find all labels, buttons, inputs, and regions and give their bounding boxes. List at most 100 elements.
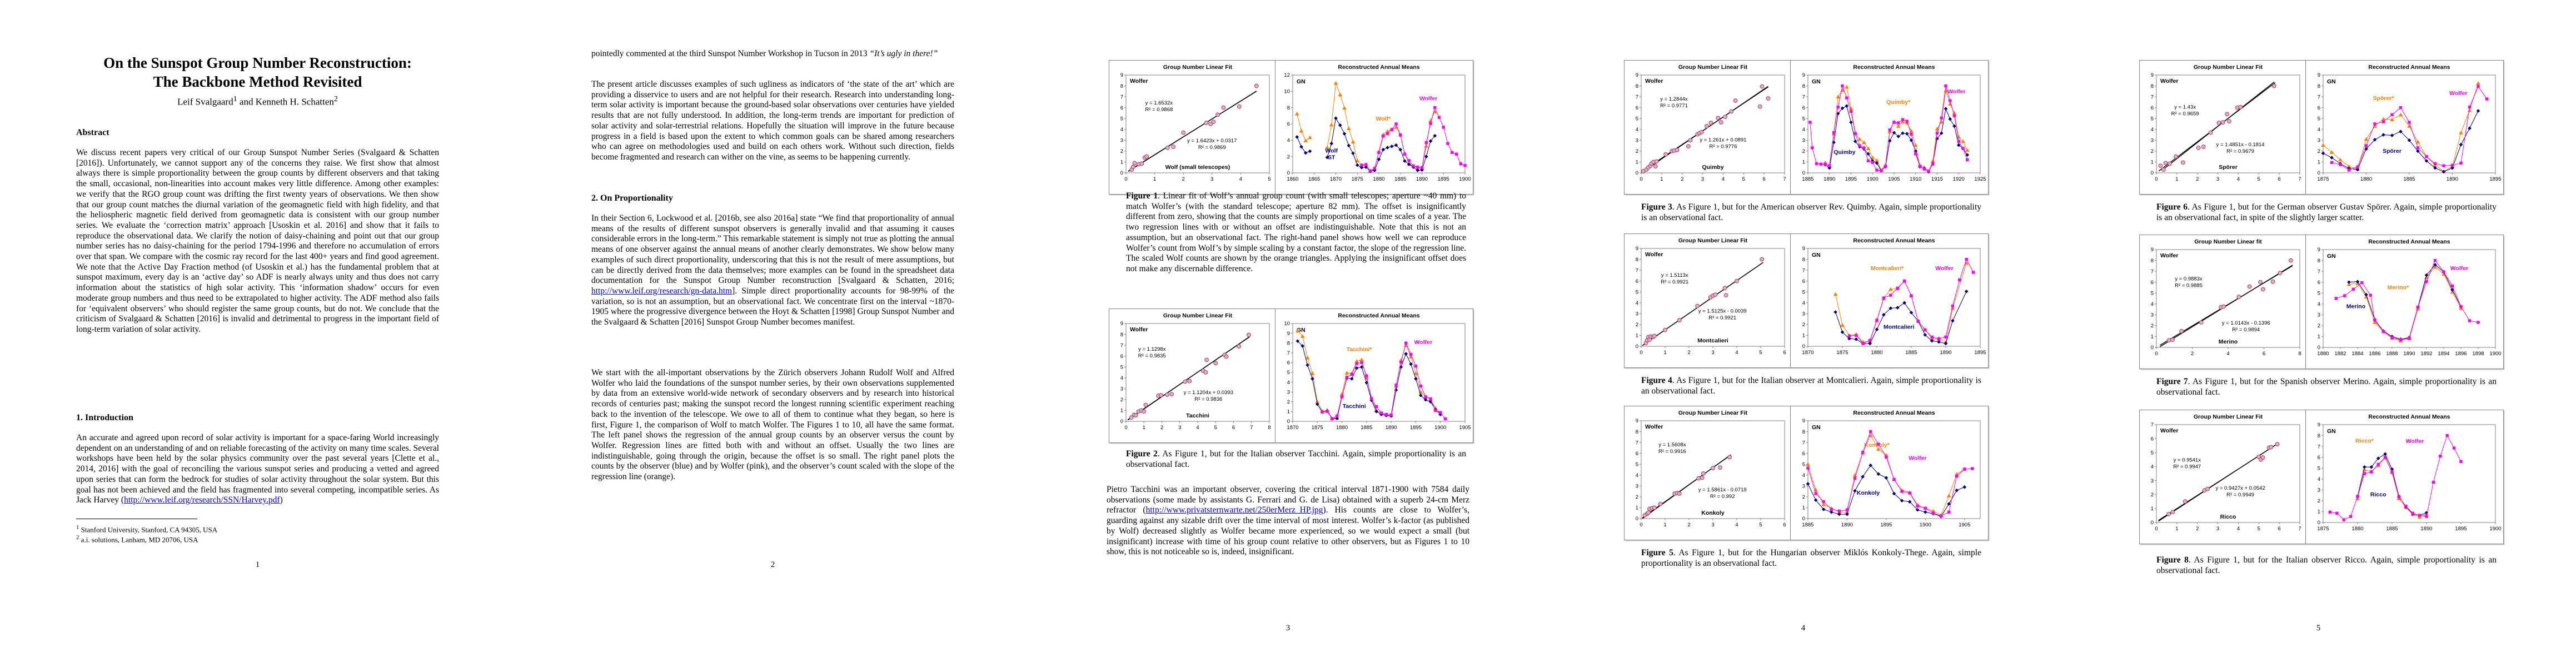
svg-text:10: 10 [1284,321,1290,327]
svg-text:Group Number Linear Fit: Group Number Linear Fit [1678,237,1748,244]
harvey-pdf-link[interactable]: http://www.leif.org/research/SSN/Harvey.… [124,495,280,505]
svg-text:R² = 0.9679: R² = 0.9679 [2226,148,2254,155]
svg-text:Group Number Linear Fit: Group Number Linear Fit [2194,64,2263,71]
svg-text:1: 1 [2175,176,2178,182]
svg-text:Reconstructed Annual Means: Reconstructed Annual Means [1853,237,1935,244]
svg-text:Wolfer: Wolfer [2160,427,2178,434]
svg-text:1886: 1886 [2369,351,2380,357]
svg-text:1: 1 [2151,506,2154,512]
svg-text:3: 3 [1120,138,1123,144]
svg-text:3: 3 [2318,312,2320,318]
figure-2-caption: Figure 2. As Figure 1, but for the Itali… [1126,449,1466,470]
svg-text:4: 4 [2318,301,2320,307]
svg-text:6: 6 [1287,360,1290,366]
svg-text:3: 3 [1802,484,1805,490]
figure-1-box: Group Number Linear Fit 0 1 2 3 4 5 0 1 2 3 4 5 6 7 8 9 y… [1109,60,1473,195]
svg-text:Wolfer: Wolfer [1130,326,1148,333]
svg-text:4: 4 [2151,464,2154,470]
page-3: Group Number Linear Fit 0 1 2 3 4 5 0 1 2 3 4 5 6 7 8 9 y… [1030,0,1546,667]
svg-text:1880: 1880 [1871,350,1882,356]
figure-3-label: Figure 3 [1641,202,1672,212]
paper-title: On the Sunspot Group Number Reconstructi… [50,53,465,91]
svg-text:7: 7 [1636,267,1638,273]
svg-text:1: 1 [1802,505,1805,511]
svg-text:Konkoly: Konkoly [1857,490,1880,496]
svg-text:4: 4 [1120,375,1123,381]
svg-text:1: 1 [1663,350,1666,356]
svg-text:4: 4 [1120,127,1123,133]
svg-text:6: 6 [2263,351,2265,357]
abstract-heading: Abstract [76,128,109,137]
svg-text:7: 7 [2318,268,2320,275]
svg-text:y = 1.0143x - 0.1396: y = 1.0143x - 0.1396 [2222,320,2270,326]
svg-text:7: 7 [2298,526,2301,532]
svg-text:Wolfer: Wolfer [1935,265,1953,272]
svg-text:y = 1.2844x: y = 1.2844x [1660,96,1688,102]
svg-text:9: 9 [2151,72,2154,78]
svg-text:Wolfer: Wolfer [2406,438,2424,445]
svg-text:R² = 0.9659: R² = 0.9659 [2171,111,2199,117]
svg-text:2: 2 [2191,351,2194,357]
merz-refractor-link[interactable]: http://www.privatsternwarte.net/250erMer… [1145,505,1323,515]
svg-text:1885: 1885 [1905,350,1917,356]
svg-text:7: 7 [2318,444,2320,450]
figure-5-chart: Group Number Linear Fit 0 1 2 3 4 5 6 0 1 2 3 4 5 6 7 8 9… [1636,406,1981,540]
svg-text:y = 1.1298x: y = 1.1298x [1138,346,1166,352]
svg-text:0: 0 [1802,344,1805,350]
footnote-2-text: a.i. solutions, Lanham, MD 20706, USA [79,535,198,544]
svg-text:R² = 0.9947: R² = 0.9947 [2173,464,2201,470]
svg-text:8: 8 [1287,105,1290,111]
annual-means-panel: Reconstructed Annual Means 1860 1865 1870 18… [1284,64,1471,182]
svg-text:3: 3 [1178,425,1181,431]
svg-text:5: 5 [2318,465,2320,471]
svg-text:8: 8 [1120,332,1123,338]
svg-text:Wolfer: Wolfer [2449,90,2467,97]
svg-text:4: 4 [1802,127,1805,133]
gn-data-link[interactable]: http://www.leif.org/research/gn-data.htm [591,286,733,296]
svg-text:4: 4 [1287,380,1290,386]
svg-text:GN: GN [2327,78,2336,85]
svg-text:Reconstructed Annual Means: Reconstructed Annual Means [1853,410,1935,416]
svg-text:Wolfer: Wolfer [1419,95,1437,102]
tacchini-text: Pietro Tacchini was an important observe… [1107,485,1469,515]
introduction-heading: 1. Introduction [76,413,133,422]
svg-text:2: 2 [1287,154,1290,160]
svg-text:5: 5 [1759,350,1762,356]
svg-text:7: 7 [2151,94,2154,100]
svg-text:1895: 1895 [1880,522,1892,528]
svg-text:8: 8 [1802,83,1805,89]
svg-text:0: 0 [1124,425,1127,431]
svg-text:0: 0 [2155,176,2158,182]
figure-6-caption-text: . As Figure 1, but for the German observ… [2156,202,2497,222]
svg-text:1: 1 [1636,505,1638,511]
svg-text:6: 6 [1802,278,1805,285]
svg-text:6: 6 [1120,105,1123,111]
svg-text:1: 1 [1660,176,1663,182]
lockwood-text: In their Section 6, Lockwood et al. [201… [591,213,954,286]
svg-text:7: 7 [1802,440,1805,446]
svg-text:Wolfer: Wolfer [1645,424,1663,430]
svg-text:y = 0.9883x: y = 0.9883x [2175,276,2203,282]
svg-text:9: 9 [1120,321,1123,327]
svg-text:0: 0 [1124,176,1127,182]
figure-1-label: Figure 1 [1126,191,1158,201]
svg-text:1890: 1890 [2447,176,2458,182]
linear-fit-panel: Group Number Linear Fit 0 1 2 3 4 5 6 0 1 2 3 4 5 6 7 8 9… [1636,237,1786,356]
svg-text:5: 5 [1636,289,1638,295]
svg-text:4: 4 [1735,350,1738,356]
svg-text:8: 8 [2298,351,2301,357]
svg-text:2: 2 [2318,148,2320,155]
svg-text:0: 0 [1636,516,1638,522]
svg-text:Wolfer: Wolfer [1645,251,1663,258]
svg-text:y = 1.6423x + 0.0317: y = 1.6423x + 0.0317 [1187,138,1237,144]
svg-text:Spörer: Spörer [2383,148,2401,155]
svg-text:Konkoly: Konkoly [1701,510,1725,516]
linear-fit-panel: Group Number Linear Fit 0 1 2 3 4 5 6 0 1 2 3 4 5 6 7 8 9… [1636,410,1786,528]
figure-7-caption-text: . As Figure 1, but for the Spanish obser… [2156,377,2497,397]
svg-text:4: 4 [2237,526,2240,532]
svg-text:Merino*: Merino* [2388,284,2409,291]
svg-text:1895: 1895 [1974,350,1986,356]
